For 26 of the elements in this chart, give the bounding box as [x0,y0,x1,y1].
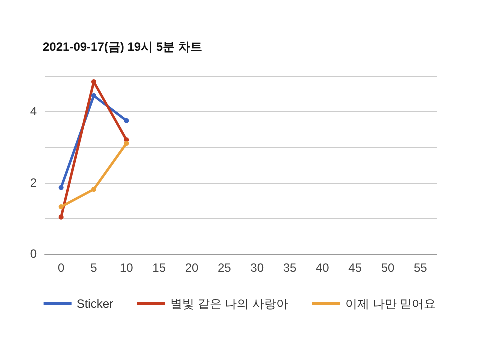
x-tick-label: 50 [381,261,395,275]
x-tick-label: 55 [414,261,428,275]
x-tick-label: 5 [90,261,98,275]
point [58,185,64,190]
legend-label: 이제 나만 믿어요 [346,297,436,311]
y-tick-label: 0 [30,247,38,261]
x-tick-label: 45 [348,261,362,275]
y-tick-label: 4 [30,104,38,119]
x-tick-label: 15 [152,261,166,275]
point [92,93,96,98]
legend-label: Sticker [76,297,114,311]
x-tick-label: 35 [283,261,297,275]
point [58,214,64,220]
point [124,141,130,146]
point [124,118,130,124]
legend-label: 별빛 같은 나의 사랑아 [170,297,289,311]
point [92,187,96,192]
x-tick-label: 0 [58,261,65,275]
x-tick-label: 25 [218,261,232,275]
y-tick-label: 2 [30,176,38,190]
x-tick-label: 40 [316,261,330,275]
point [58,204,64,210]
x-tick-label: 10 [120,261,134,275]
chart-title: 2021-09-17(금) 19시 5분 차트 [43,40,202,54]
x-tick-label: 30 [250,261,264,275]
x-tick-label: 20 [185,261,199,275]
